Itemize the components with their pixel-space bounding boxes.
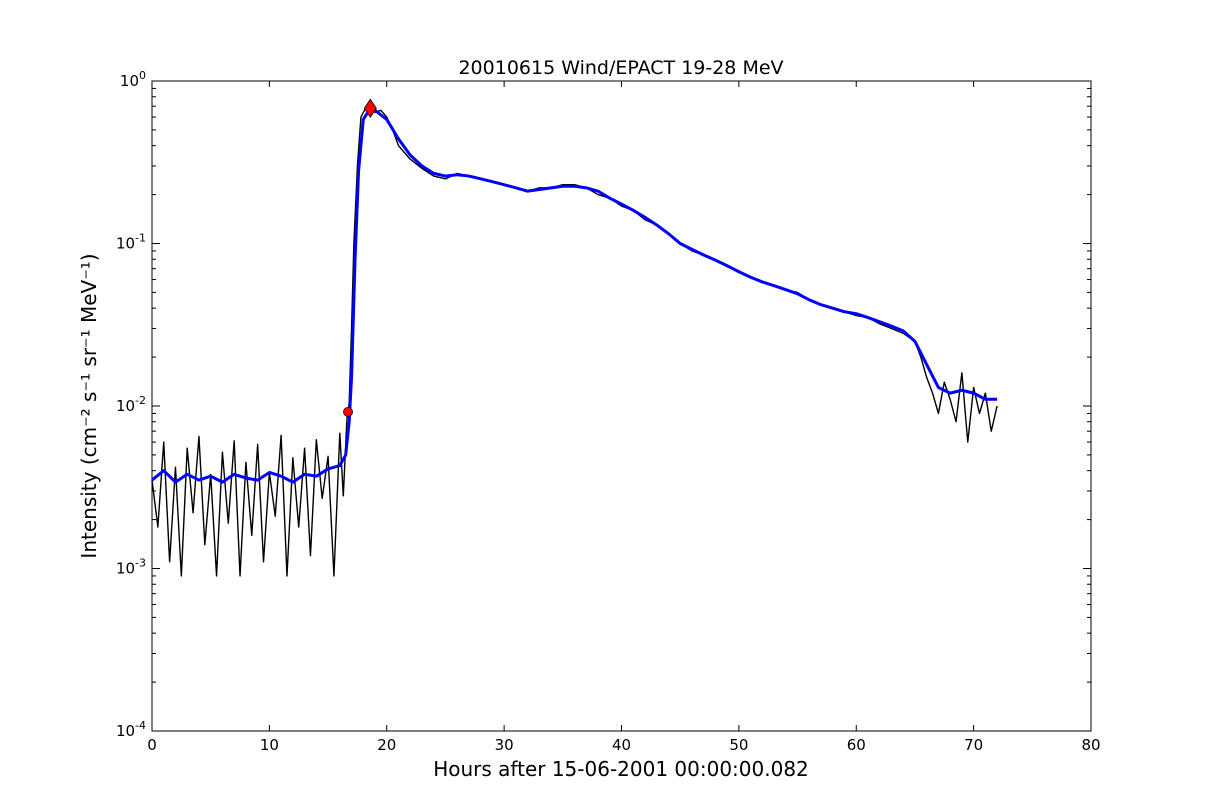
y-tick-label: 10-2 [116,394,146,415]
plot-area [151,80,1092,732]
series-layer [151,105,998,577]
x-tick-label: 80 [1081,736,1100,754]
peak-marker [363,98,377,118]
x-tick-label: 30 [495,736,514,754]
y-tick-label: 100 [120,69,146,90]
onset-marker [343,406,353,417]
x-tick-label: 70 [964,736,983,754]
tick-layer: 0 10 20 30 40 50 60 70 80 100 10-1 10-2 10-3 10-4 [116,69,1101,754]
y-axis-label: Intensity (cm⁻² s⁻¹ sr⁻¹ MeV⁻¹) [77,253,101,558]
x-tick-label: 0 [147,736,157,754]
plot-frame [151,80,1092,732]
chart-title: 20010615 Wind/EPACT 19-28 MeV [458,57,783,79]
x-tick-label: 60 [847,736,866,754]
x-tick-label: 20 [377,736,396,754]
x-tick-label: 50 [729,736,748,754]
x-tick-label: 10 [260,736,279,754]
marker-layer [343,98,377,417]
x-tick-label: 40 [612,736,631,754]
x-axis-label: Hours after 15-06-2001 00:00:00.082 [433,757,809,781]
y-tick-label: 10-4 [116,719,146,740]
y-tick-label: 10-3 [116,557,146,578]
y-tick-label: 10-1 [116,232,146,253]
series-line-smoothed [151,108,998,484]
